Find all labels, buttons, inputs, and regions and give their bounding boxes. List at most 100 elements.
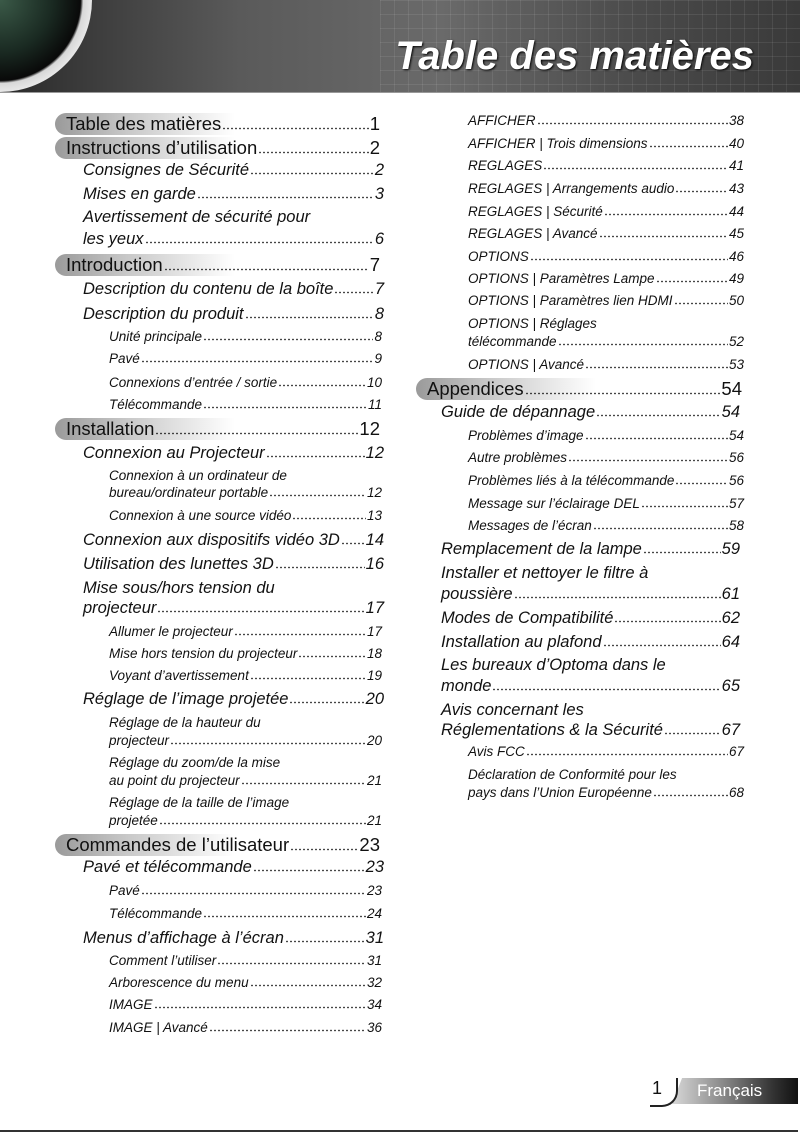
toc-entry[interactable]: OPTIONS 46 (468, 249, 744, 264)
toc-entry[interactable]: Connexion au Projecteur 12 (83, 443, 384, 463)
toc-entry[interactable]: Voyant d’avertissement 19 (109, 668, 382, 683)
toc-entry[interactable]: OPTIONS | Avancé 53 (468, 357, 744, 372)
dot-leader (584, 428, 728, 441)
toc-entry[interactable]: Télécommande 24 (109, 906, 382, 921)
dot-leader (614, 608, 721, 623)
toc-entry[interactable]: Utilisation des lunettes 3D 16 (83, 554, 384, 574)
toc-entry[interactable]: Guide de dépannage 54 (441, 402, 740, 422)
toc-entry[interactable]: Réglage de l’image projetée 20 (83, 689, 384, 709)
toc-entry[interactable]: Pavé et télécommande 23 (83, 857, 384, 877)
dot-leader (217, 953, 366, 966)
toc-entry[interactable]: REGLAGES 41 (468, 158, 744, 173)
toc-entry[interactable]: Problèmes d’image 54 (468, 428, 744, 443)
toc-entry[interactable]: Installation 12 (66, 418, 380, 440)
toc-entry[interactable]: Message sur l’éclairage DEL 57 (468, 496, 744, 511)
toc-entry[interactable]: AFFICHER | Trois dimensions 40 (468, 136, 744, 151)
toc-entry-title[interactable]: Mise sous/hors tension du (83, 579, 275, 597)
toc-entry[interactable]: projetée 21 (109, 813, 382, 828)
toc-entry-title: REGLAGES | Arrangements audio (468, 181, 675, 197)
toc-entry[interactable]: Pavé 23 (109, 883, 382, 898)
dot-leader (144, 229, 374, 244)
dot-leader (203, 329, 374, 342)
dot-leader (157, 598, 365, 613)
toc-page-number: 40 (728, 136, 744, 152)
toc-entry-title: Message sur l’éclairage DEL (468, 496, 640, 512)
toc-entry[interactable]: Menus d’affichage à l’écran 31 (83, 928, 384, 948)
toc-entry[interactable]: REGLAGES | Arrangements audio 43 (468, 181, 744, 196)
toc-entry[interactable]: poussière 61 (441, 584, 740, 604)
toc-entry[interactable]: Consignes de Sécurité 2 (83, 160, 384, 180)
toc-entry[interactable]: Autre problèmes 56 (468, 450, 744, 465)
toc-entry[interactable]: les yeux 6 (83, 229, 384, 249)
toc-entry-title[interactable]: Avertissement de sécurité pour (83, 208, 311, 226)
toc-entry[interactable]: Remplacement de la lampe 59 (441, 539, 740, 559)
toc-entry[interactable]: monde 65 (441, 676, 740, 696)
toc-entry-title: Voyant d’avertissement (109, 668, 249, 684)
dot-leader (163, 254, 369, 271)
toc-entry[interactable]: Description du produit 8 (83, 304, 384, 324)
dot-leader (290, 834, 359, 851)
language-tab (672, 1078, 798, 1104)
toc-entry-title: IMAGE | Avancé (109, 1020, 208, 1036)
toc-entry[interactable]: pays dans l’Union Européenne 68 (468, 785, 744, 800)
toc-entry[interactable]: Table des matières 1 (66, 113, 380, 135)
toc-entry[interactable]: Commandes de l’utilisateur 23 (66, 834, 380, 856)
toc-entry[interactable]: Comment l’utiliser 31 (109, 953, 382, 968)
toc-entry[interactable]: REGLAGES | Sécurité 44 (468, 204, 744, 219)
dot-leader (340, 530, 365, 545)
toc-entry[interactable]: REGLAGES | Avancé 45 (468, 226, 744, 241)
dot-leader (240, 773, 366, 786)
toc-entry[interactable]: Introduction 7 (66, 254, 380, 276)
toc-entry[interactable]: IMAGE 34 (109, 997, 382, 1012)
dot-leader (675, 181, 728, 194)
toc-entry-title: Remplacement de la lampe (441, 539, 642, 558)
dot-leader (258, 137, 369, 154)
toc-entry-title[interactable]: Connexion à un ordinateur de (109, 468, 287, 483)
toc-page-number: 67 (728, 744, 744, 760)
toc-entry[interactable]: projecteur 17 (83, 598, 384, 618)
toc-entry-title: Arborescence du menu (109, 975, 249, 991)
toc-entry[interactable]: Messages de l’écran 58 (468, 518, 744, 533)
toc-entry-title: Problèmes d’image (468, 428, 584, 444)
toc-entry[interactable]: Allumer le projecteur 17 (109, 624, 382, 639)
toc-entry[interactable]: télécommande 52 (468, 334, 744, 349)
toc-entry[interactable]: OPTIONS | Paramètres lien HDMI 50 (468, 293, 744, 308)
toc-entry-title[interactable]: Les bureaux d’Optoma dans le (441, 656, 666, 674)
dot-leader (140, 351, 374, 364)
toc-entry[interactable]: Télécommande 11 (109, 397, 382, 412)
toc-entry[interactable]: Description du contenu de la boîte 7 (83, 279, 384, 299)
toc-entry-title-continued: bureau/ordinateur portable (109, 485, 269, 501)
toc-entry[interactable]: Pavé 9 (109, 351, 382, 366)
toc-entry[interactable]: Modes de Compatibilité 62 (441, 608, 740, 628)
toc-entry[interactable]: Connexion à une source vidéo 13 (109, 508, 382, 523)
toc-entry[interactable]: Mises en garde 3 (83, 184, 384, 204)
toc-entry-title[interactable]: Installer et nettoyer le filtre à (441, 564, 649, 582)
toc-entry[interactable]: au point du projecteur 21 (109, 773, 382, 788)
toc-entry[interactable]: Appendices 54 (427, 378, 742, 400)
toc-entry[interactable]: IMAGE | Avancé 36 (109, 1020, 382, 1035)
toc-entry[interactable]: Arborescence du menu 32 (109, 975, 382, 990)
toc-entry[interactable]: Connexions d’entrée / sortie 10 (109, 375, 382, 390)
toc-entry[interactable]: Problèmes liés à la télécommande 56 (468, 473, 744, 488)
toc-entry[interactable]: OPTIONS | Paramètres Lampe 49 (468, 271, 744, 286)
toc-entry-title[interactable]: Avis concernant les (441, 701, 584, 719)
toc-entry[interactable]: Unité principale 8 (109, 329, 382, 344)
toc-entry[interactable]: bureau/ordinateur portable 12 (109, 485, 382, 500)
toc-entry[interactable]: projecteur 20 (109, 733, 382, 748)
toc-entry[interactable]: AFFICHER 38 (468, 113, 744, 128)
toc-entry[interactable]: Réglementations & la Sécurité 67 (441, 720, 740, 740)
toc-entry-title[interactable]: Déclaration de Conformité pour les (468, 767, 677, 782)
toc-page-number: 67 (721, 720, 740, 739)
toc-entry-title: Description du contenu de la boîte (83, 279, 334, 298)
toc-entry[interactable]: Avis FCC 67 (468, 744, 744, 759)
toc-entry[interactable]: Installation au plafond 64 (441, 632, 740, 652)
toc-entry-title: Guide de dépannage (441, 402, 596, 421)
toc-entry-title[interactable]: Réglage du zoom/de la mise (109, 755, 281, 770)
toc-entry-title[interactable]: Réglage de la taille de l’image (109, 795, 290, 810)
toc-entry[interactable]: Instructions d’utilisation 2 (66, 137, 380, 159)
toc-entry-title[interactable]: OPTIONS | Réglages (468, 316, 597, 331)
toc-entry[interactable]: Connexion aux dispositifs vidéo 3D 14 (83, 530, 384, 550)
toc-entry-title[interactable]: Réglage de la hauteur du (109, 715, 261, 730)
toc-entry[interactable]: Mise hors tension du projecteur 18 (109, 646, 382, 661)
dot-leader (222, 113, 369, 130)
